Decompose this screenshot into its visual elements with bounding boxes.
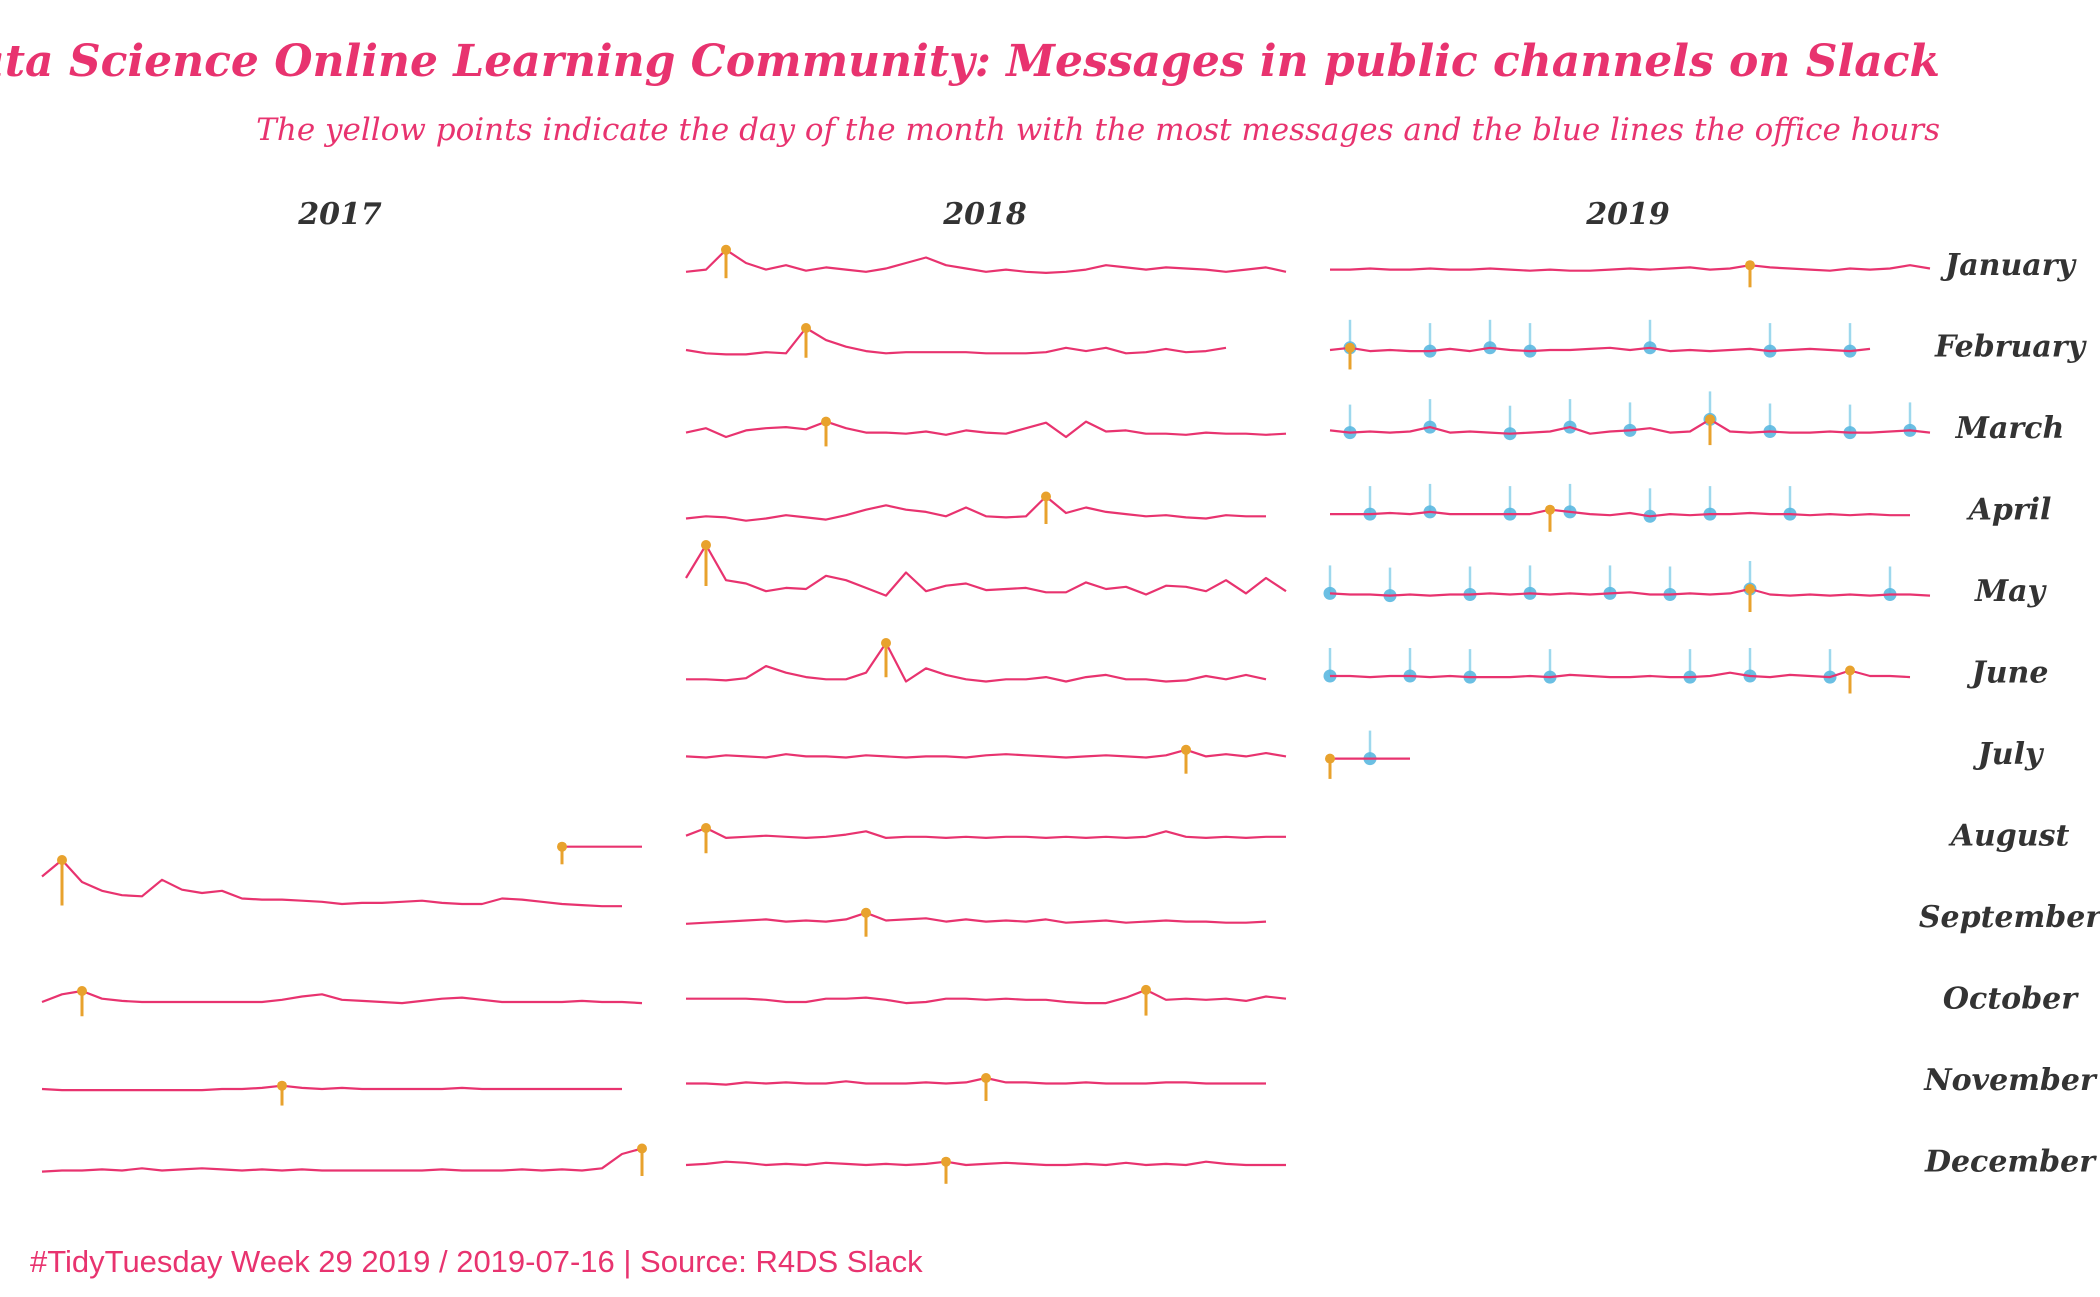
peak-point-2018-december bbox=[941, 1156, 951, 1167]
message-line-2019-april bbox=[1330, 508, 1910, 518]
panel-2017-october bbox=[41, 986, 643, 1017]
year-label-2019: 2019 bbox=[1585, 197, 1670, 232]
message-line-2017-november bbox=[41, 1084, 622, 1092]
panel-2018-february bbox=[685, 323, 1227, 358]
peak-point-2017-september bbox=[57, 855, 67, 865]
message-line-2019-may bbox=[1329, 587, 1931, 597]
peak-point-2019-april bbox=[1545, 504, 1555, 515]
message-line-2018-march bbox=[685, 420, 1287, 439]
message-line-2018-december bbox=[685, 1160, 1286, 1167]
peak-point-2018-july bbox=[1181, 744, 1191, 755]
peak-point-2017-august bbox=[557, 841, 567, 852]
year-label-2018: 2018 bbox=[942, 197, 1027, 232]
peak-point-2018-january bbox=[721, 244, 731, 255]
message-line-2017-december bbox=[41, 1147, 643, 1173]
chart-subtitle: The yellow points indicate the day of th… bbox=[256, 112, 1940, 148]
month-label-march: March bbox=[1955, 411, 2065, 446]
month-label-june: June bbox=[1967, 656, 2049, 691]
peak-point-2018-november bbox=[981, 1073, 991, 1083]
message-line-2017-september bbox=[41, 858, 622, 908]
peak-point-2019-july bbox=[1325, 753, 1335, 764]
panel-2017-november bbox=[41, 1080, 622, 1106]
peak-point-2018-april bbox=[1041, 491, 1051, 502]
panel-2018-june bbox=[686, 638, 1267, 683]
message-line-2018-january bbox=[685, 248, 1287, 274]
month-label-january: January bbox=[1940, 248, 2078, 283]
month-label-september: September bbox=[1919, 900, 2100, 935]
message-line-2018-february bbox=[685, 326, 1227, 356]
month-labels: January February March April May June July Augu… bbox=[1919, 248, 2100, 1180]
peak-point-2018-march bbox=[821, 416, 831, 427]
peak-point-2018-august bbox=[701, 823, 711, 833]
month-label-april: April bbox=[1966, 493, 2052, 528]
peak-point-2019-february bbox=[1345, 342, 1355, 353]
message-line-2018-april bbox=[685, 495, 1266, 522]
peak-point-2017-december bbox=[637, 1143, 647, 1154]
panel-2019-june bbox=[1323, 648, 1911, 694]
peak-point-2019-may bbox=[1745, 584, 1755, 594]
panel-2018-may bbox=[685, 540, 1287, 597]
peak-point-2018-june bbox=[881, 638, 891, 648]
year-label-2017: 2017 bbox=[297, 197, 382, 232]
panel-2018-october bbox=[686, 984, 1287, 1016]
peak-point-2018-october bbox=[1141, 984, 1151, 995]
message-line-2017-october bbox=[41, 989, 643, 1005]
peak-point-2017-november bbox=[277, 1080, 287, 1091]
message-line-2019-february bbox=[1329, 346, 1871, 353]
peak-point-2018-september bbox=[861, 907, 871, 918]
panel-2019-february bbox=[1329, 319, 1871, 370]
message-line-2018-july bbox=[685, 748, 1287, 759]
panels bbox=[41, 244, 1931, 1184]
peak-point-2019-march bbox=[1705, 414, 1715, 425]
month-label-december: December bbox=[1924, 1145, 2097, 1180]
peak-point-2019-january bbox=[1745, 260, 1755, 271]
panel-2019-may bbox=[1323, 561, 1931, 612]
panel-2018-march bbox=[685, 416, 1287, 447]
message-line-2018-may bbox=[685, 543, 1287, 597]
peak-point-2019-june bbox=[1845, 665, 1855, 676]
panel-2019-july bbox=[1325, 730, 1410, 779]
panel-2019-april bbox=[1330, 483, 1910, 532]
month-label-july: July bbox=[1973, 737, 2045, 772]
panel-2017-august bbox=[557, 841, 642, 865]
panel-2018-november bbox=[686, 1073, 1266, 1101]
panel-2018-december bbox=[685, 1156, 1286, 1184]
message-line-2019-january bbox=[1330, 264, 1931, 272]
peak-point-2017-october bbox=[77, 986, 87, 996]
month-label-february: February bbox=[1934, 330, 2088, 365]
chart-caption: #TidyTuesday Week 29 2019 / 2019-07-16 |… bbox=[30, 1244, 923, 1279]
peak-point-2018-may bbox=[701, 540, 711, 550]
panel-2019-january bbox=[1330, 260, 1931, 288]
panel-2017-september bbox=[41, 855, 622, 908]
message-line-2018-october bbox=[686, 988, 1287, 1005]
message-line-2018-november bbox=[686, 1076, 1266, 1086]
panel-2018-september bbox=[685, 907, 1267, 937]
panel-2018-august bbox=[685, 823, 1286, 854]
chart-title: R for Data Science Online Learning Commu… bbox=[0, 36, 1940, 87]
month-label-october: October bbox=[1943, 982, 2079, 1017]
peak-point-2018-february bbox=[801, 323, 811, 333]
month-label-may: May bbox=[1974, 574, 2048, 609]
panel-2017-december bbox=[41, 1143, 647, 1176]
panel-2019-march bbox=[1329, 391, 1931, 446]
panel-2018-july bbox=[685, 744, 1287, 774]
message-line-2018-june bbox=[686, 641, 1267, 683]
panel-2018-april bbox=[685, 491, 1266, 524]
month-label-august: August bbox=[1948, 819, 2070, 854]
message-line-2018-august bbox=[685, 826, 1286, 840]
panel-2018-january bbox=[685, 244, 1287, 279]
message-line-2018-september bbox=[685, 911, 1267, 925]
message-line-2019-june bbox=[1330, 669, 1911, 679]
month-label-november: November bbox=[1923, 1063, 2098, 1098]
message-line-2019-march bbox=[1329, 418, 1931, 435]
